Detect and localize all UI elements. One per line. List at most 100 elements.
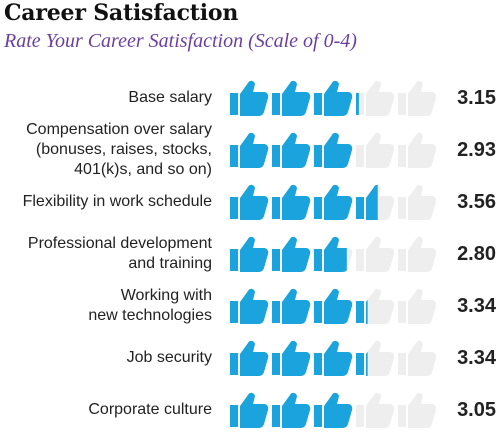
thumbs-rating (230, 132, 436, 168)
value-label: 3.05 (457, 398, 496, 421)
thumb-empty-shape (398, 288, 436, 324)
thumb-empty-shape (398, 340, 436, 376)
category-label-line: Base salary (128, 89, 212, 106)
thumbs-up-icon (398, 288, 436, 324)
thumbs-up-icon (398, 184, 436, 220)
value-label: 2.93 (457, 138, 496, 161)
chart-row: Flexibility in work schedule 3.56 (0, 176, 500, 228)
thumb-filled-shape (314, 80, 353, 116)
chart-subtitle: Rate Your Career Satisfaction (Scale of … (4, 30, 357, 52)
thumb-empty-shape (398, 132, 436, 168)
category-label-line: 401(k)s, and so on) (74, 161, 212, 178)
thumb-filled-shape (314, 236, 347, 272)
thumbs-up-icon (356, 236, 395, 272)
category-label-line: Flexibility in work schedule (22, 193, 212, 210)
thumbs-up-icon (230, 80, 269, 116)
thumbs-up-icon (398, 392, 436, 428)
thumbs-up-icon (398, 80, 436, 116)
thumb-filled-shape (272, 184, 311, 220)
thumb-empty-shape (398, 184, 436, 220)
thumb-filled-shape (314, 184, 353, 220)
thumbs-up-icon (230, 184, 269, 220)
chart-row: Job security 3.34 (0, 332, 500, 384)
thumb-filled-shape (272, 392, 311, 428)
thumbs-up-icon (398, 132, 436, 168)
category-label: Working with new technologies (0, 286, 212, 326)
thumbs-up-icon (314, 340, 353, 376)
thumb-filled-shape (314, 288, 353, 324)
thumb-filled-shape (314, 132, 353, 168)
thumb-empty-shape (398, 392, 436, 428)
category-label-line: Professional development (27, 235, 212, 252)
thumb-filled-shape (356, 184, 378, 220)
thumbs-up-icon (230, 340, 269, 376)
thumbs-rating (230, 184, 436, 220)
thumb-filled-shape (230, 80, 269, 116)
thumb-filled-shape (230, 392, 269, 428)
category-label: Professional development and training (0, 234, 212, 274)
category-label: Corporate culture (0, 400, 212, 420)
thumbs-rating (230, 236, 436, 272)
thumbs-up-icon (314, 80, 353, 116)
thumb-filled-shape (272, 132, 311, 168)
thumb-filled-shape (230, 288, 269, 324)
thumb-filled-shape (314, 392, 353, 428)
thumbs-up-icon (314, 132, 353, 168)
thumbs-rating (230, 340, 436, 376)
thumb-filled-shape (230, 340, 269, 376)
chart-title: Career Satisfaction (4, 0, 239, 26)
thumbs-up-icon (356, 288, 395, 324)
chart-row: Professional development and training 2.80 (0, 228, 500, 280)
value-label: 3.56 (457, 190, 496, 213)
value-label: 3.15 (457, 86, 496, 109)
thumb-filled-shape (272, 288, 311, 324)
thumbs-up-icon (356, 184, 395, 220)
category-label-line: new technologies (88, 307, 212, 324)
thumb-filled-shape (356, 93, 359, 115)
category-label: Flexibility in work schedule (0, 192, 212, 212)
thumbs-up-icon (356, 392, 395, 428)
value-label: 3.34 (457, 346, 496, 369)
chart-row: Compensation over salary (bonuses, raises… (0, 121, 500, 178)
chart-row: Base salary 3.15 (0, 72, 500, 124)
chart-row: Working with new technologies 3.34 (0, 280, 500, 332)
thumbs-up-icon (314, 288, 353, 324)
category-label: Compensation over salary (bonuses, raises… (0, 120, 212, 180)
thumbs-up-icon (272, 340, 311, 376)
value-label: 3.34 (457, 294, 496, 317)
thumbs-up-icon (230, 236, 269, 272)
thumbs-up-icon (272, 132, 311, 168)
thumbs-up-icon (272, 236, 311, 272)
category-label-line: (bonuses, raises, stocks, (35, 141, 212, 158)
category-label-line: Compensation over salary (26, 121, 212, 138)
thumbs-up-icon (356, 132, 395, 168)
thumbs-up-icon (314, 184, 353, 220)
thumbs-up-icon (356, 80, 395, 116)
thumbs-up-icon (272, 288, 311, 324)
thumbs-up-icon (314, 392, 353, 428)
thumbs-up-icon (314, 236, 353, 272)
thumb-filled-shape (272, 80, 311, 116)
thumb-filled-shape (356, 299, 368, 324)
thumb-empty-shape (356, 132, 395, 168)
thumb-filled-shape (272, 340, 311, 376)
category-label: Base salary (0, 88, 212, 108)
thumbs-up-icon (230, 132, 269, 168)
thumbs-up-icon (272, 184, 311, 220)
thumb-filled-shape (230, 184, 269, 220)
thumbs-up-icon (398, 236, 436, 272)
thumb-filled-shape (314, 340, 353, 376)
thumbs-up-icon (230, 392, 269, 428)
thumbs-up-icon (398, 340, 436, 376)
chart-row: Corporate culture 3.05 (0, 384, 500, 436)
thumb-empty-shape (398, 80, 436, 116)
thumb-empty-shape (398, 236, 436, 272)
thumbs-rating (230, 80, 436, 116)
thumbs-up-icon (230, 288, 269, 324)
thumb-empty-shape (356, 80, 395, 116)
category-label-line: Corporate culture (88, 401, 212, 418)
thumb-empty-shape (356, 236, 395, 272)
category-label-line: and training (128, 255, 212, 272)
thumb-filled-shape (356, 351, 368, 376)
thumbs-up-icon (356, 340, 395, 376)
